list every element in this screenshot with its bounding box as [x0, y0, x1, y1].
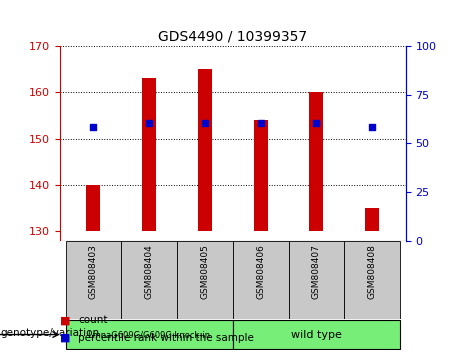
- Bar: [233, 320, 400, 349]
- Bar: [142, 79, 156, 232]
- Text: GSM808408: GSM808408: [368, 245, 377, 299]
- Title: GDS4490 / 10399357: GDS4490 / 10399357: [158, 29, 307, 44]
- Point: [313, 120, 320, 125]
- Bar: [233, 241, 289, 319]
- Bar: [65, 320, 233, 349]
- Text: ■: ■: [60, 333, 74, 343]
- Text: GSM808404: GSM808404: [145, 245, 154, 299]
- Point: [201, 120, 209, 125]
- Bar: [121, 241, 177, 319]
- Bar: [65, 241, 121, 319]
- Text: GSM808407: GSM808407: [312, 245, 321, 299]
- Text: wild type: wild type: [291, 330, 342, 339]
- Bar: [177, 241, 233, 319]
- Bar: [289, 241, 344, 319]
- Text: ■: ■: [60, 315, 74, 325]
- Text: GSM808405: GSM808405: [201, 245, 209, 299]
- Bar: [254, 120, 268, 232]
- Bar: [309, 92, 324, 232]
- Text: LmnaG609G/G609G knock-in: LmnaG609G/G609G knock-in: [88, 330, 210, 339]
- Bar: [344, 241, 400, 319]
- Text: GSM808403: GSM808403: [89, 245, 98, 299]
- Text: GSM808406: GSM808406: [256, 245, 265, 299]
- Point: [146, 120, 153, 125]
- Text: count: count: [78, 315, 108, 325]
- Text: percentile rank within the sample: percentile rank within the sample: [78, 333, 254, 343]
- Point: [257, 120, 264, 125]
- Bar: [365, 208, 379, 232]
- Point: [368, 124, 376, 130]
- Bar: [198, 69, 212, 232]
- Bar: [86, 185, 100, 232]
- Text: genotype/variation: genotype/variation: [0, 328, 99, 338]
- Point: [90, 124, 97, 130]
